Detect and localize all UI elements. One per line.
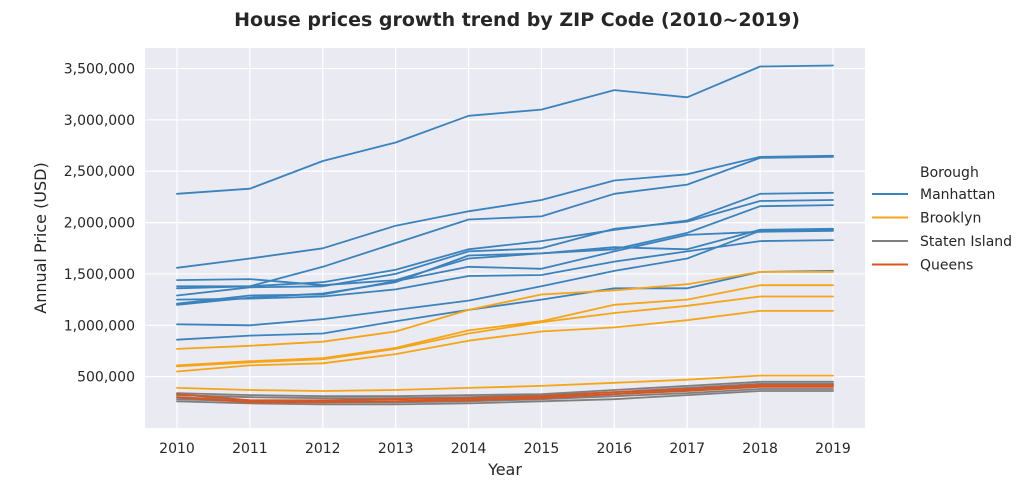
series-line-brooklyn [176,295,834,368]
legend-title: Borough [920,165,979,181]
legend-label: Manhattan [920,187,995,203]
series-line-manhattan [176,228,834,327]
x-tick-label: 2017 [669,441,705,457]
series-line-manhattan [176,155,834,290]
x-tick-label: 2012 [305,441,341,457]
series-line-staten-island [176,390,834,406]
x-tick-label: 2016 [597,441,633,457]
y-tick-label: 1,500,000 [64,267,135,283]
series-line-manhattan [176,154,834,269]
series-line-staten-island [176,382,834,400]
series-line-manhattan [176,199,834,297]
x-tick-label: 2018 [742,441,778,457]
x-tick-label: 2013 [378,441,414,457]
series-line-manhattan [176,191,834,288]
y-tick-label: 2,500,000 [64,164,135,180]
x-axis-ticks: 2010 2011 2012 2013 2014 2015 2016 2017 2018 2019 [159,441,851,457]
chart-title: House prices growth trend by ZIP Code (2… [234,9,800,31]
series-line-brooklyn [176,309,834,373]
x-tick-label: 2011 [232,441,268,457]
series-line-brooklyn [176,284,834,367]
series-line-manhattan [176,64,834,195]
y-tick-label: 2,000,000 [64,216,135,232]
y-tick-label: 3,500,000 [64,62,135,78]
x-tick-label: 2019 [815,441,851,457]
legend: Borough Manhattan Brooklyn Staten Island Qu… [872,165,1012,274]
y-tick-label: 500,000 [77,370,135,386]
series-line-manhattan [176,269,834,341]
series-lines [176,64,834,406]
x-tick-label: 2010 [159,441,195,457]
series-line-manhattan [176,239,834,301]
series-line-manhattan [176,227,834,287]
series-line-queens [176,383,834,402]
legend-label: Staten Island [920,234,1012,250]
series-line-manhattan [176,229,834,305]
y-axis-label: Annual Price (USD) [31,162,50,314]
y-tick-label: 1,000,000 [64,318,135,334]
y-axis-ticks: 500,000 1,000,000 1,500,000 2,000,000 2,500,… [64,62,135,386]
y-tick-label: 3,000,000 [64,113,135,129]
series-line-brooklyn [176,270,834,350]
legend-label: Brooklyn [920,211,981,227]
legend-label: Queens [920,258,973,274]
x-tick-label: 2015 [524,441,560,457]
x-axis-label: Year [487,460,522,479]
plot-area [145,48,865,428]
series-line-staten-island [176,380,834,398]
series-line-brooklyn [176,374,834,392]
x-tick-label: 2014 [451,441,487,457]
series-line-queens [176,385,834,404]
